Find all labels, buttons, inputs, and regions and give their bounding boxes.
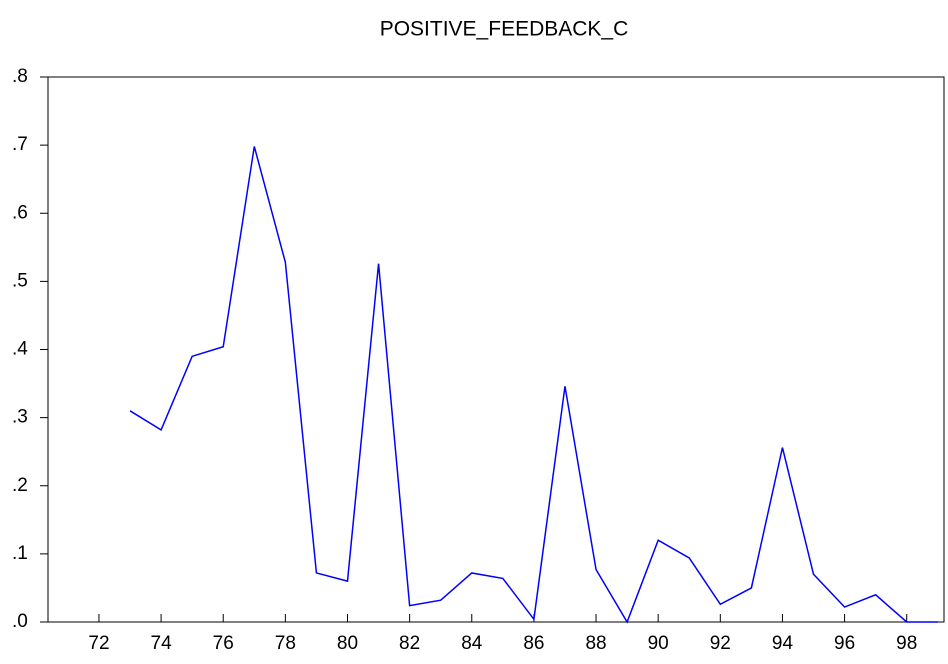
- y-tick-label: .3: [12, 407, 28, 428]
- series-line: [129, 146, 938, 624]
- x-tick-label: 78: [275, 633, 296, 654]
- x-tick-label: 74: [151, 633, 173, 654]
- y-tick-label: .4: [12, 339, 28, 360]
- x-tick-label: 82: [399, 633, 420, 654]
- plot-frame: [47, 76, 945, 623]
- y-tick-label: .8: [12, 66, 28, 87]
- y-tick-label: .6: [12, 202, 28, 223]
- y-tick-label: .1: [12, 543, 28, 564]
- x-tick-label: 88: [585, 633, 606, 654]
- y-tick-label: .2: [12, 475, 28, 496]
- x-tick-label: 94: [772, 633, 794, 654]
- chart-title: POSITIVE_FEEDBACK_C: [380, 18, 629, 41]
- x-tick-label: 84: [461, 633, 483, 654]
- x-tick-label: 90: [648, 633, 669, 654]
- x-tick-label: 80: [337, 633, 358, 654]
- x-tick-label: 96: [834, 633, 855, 654]
- x-tick-label: 76: [213, 633, 234, 654]
- x-tick-label: 72: [88, 633, 109, 654]
- y-tick-label: .0: [12, 611, 28, 632]
- x-tick-label: 86: [523, 633, 544, 654]
- x-tick-label: 98: [896, 633, 917, 654]
- y-tick-label: .5: [12, 270, 28, 291]
- y-tick-label: .7: [12, 134, 28, 155]
- x-tick-label: 92: [710, 633, 731, 654]
